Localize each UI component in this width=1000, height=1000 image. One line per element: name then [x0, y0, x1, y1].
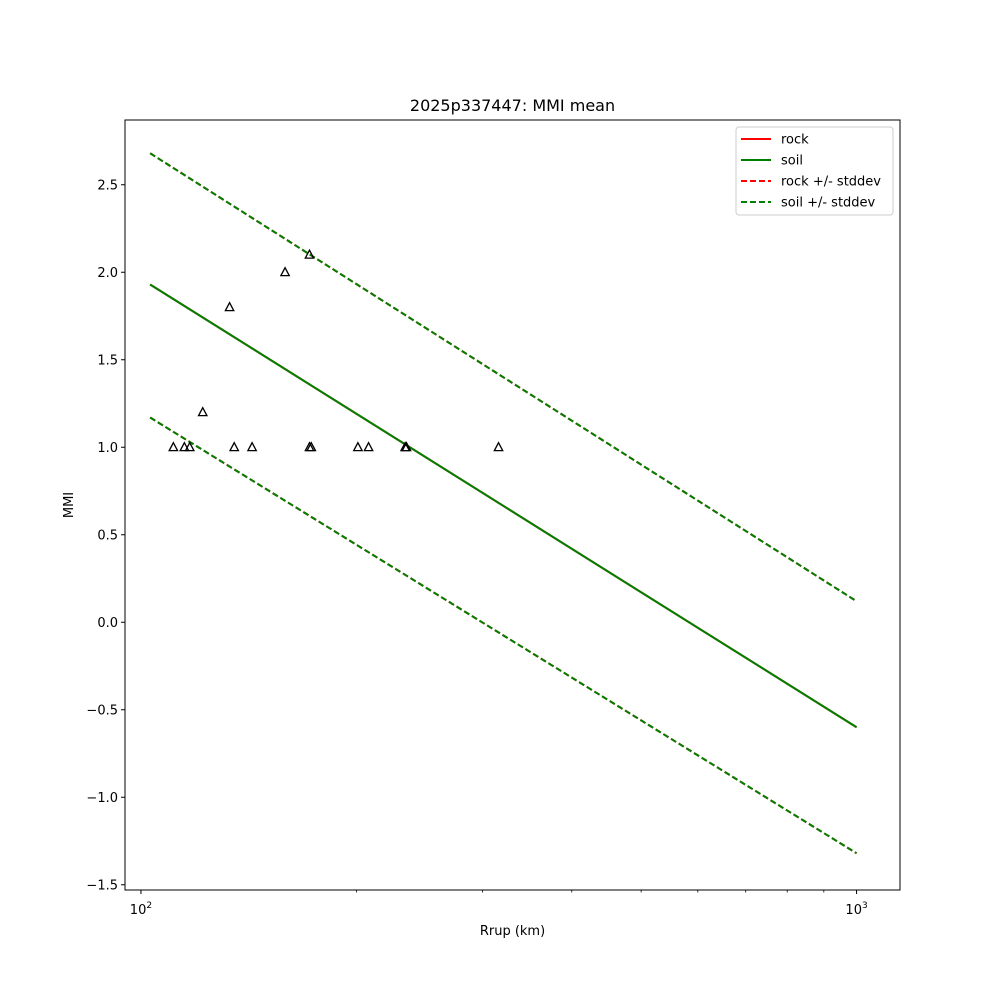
observation-triangle-marker — [197, 406, 209, 417]
observation-triangle-marker — [352, 441, 364, 452]
observation-triangle-marker — [168, 441, 179, 452]
observation-triangle-marker — [279, 266, 291, 277]
series-soil-stddev-lower-line — [149, 416, 858, 855]
observation-triangle-marker — [224, 301, 235, 312]
observation-triangle-marker — [246, 441, 258, 452]
observation-triangle-marker — [401, 441, 412, 452]
observation-triangle-marker — [228, 441, 240, 452]
y-tick-label: 0.5 — [97, 528, 118, 543]
observation-triangle-marker — [493, 441, 504, 452]
series-layer — [149, 152, 858, 855]
observation-triangle-marker — [184, 441, 196, 452]
legend-entries: rock soil rock +/- stddev soil +/- stddev — [741, 133, 881, 211]
plot-frame — [124, 119, 901, 891]
plot-area — [124, 119, 901, 891]
y-tick-label: 0.0 — [97, 616, 118, 631]
series-soil-stddev-upper-line — [149, 152, 858, 603]
observation-triangle-marker — [306, 441, 317, 452]
y-tick-label: −1.5 — [86, 878, 118, 893]
chart-title: 2025p337447: MMI mean — [410, 96, 615, 115]
observation-triangle-marker — [179, 441, 190, 452]
legend-label-rock-stddev: rock +/- stddev — [781, 175, 881, 190]
legend-label-soil-stddev: soil +/- stddev — [781, 196, 876, 211]
y-tick-label: 1.5 — [97, 353, 118, 368]
legend: rock soil rock +/- stddev soil +/- stddev — [735, 126, 894, 216]
observation-markers — [168, 248, 504, 452]
series-soil-line — [149, 283, 858, 729]
observation-triangle-marker — [363, 441, 374, 452]
y-axis-label: MMI — [62, 492, 77, 518]
legend-label-rock: rock — [781, 133, 809, 148]
observation-triangle-marker — [304, 248, 315, 259]
y-axis: −1.5 −1.0 −0.5 0.0 0.5 1.0 1.5 2.0 2.5 — [86, 178, 125, 893]
y-tick-label: 2.0 — [97, 266, 118, 281]
y-tick-label: −1.0 — [86, 791, 118, 806]
y-tick-label: 2.5 — [97, 178, 118, 193]
legend-label-soil: soil — [781, 154, 803, 169]
x-axis-label: Rrup (km) — [480, 924, 545, 939]
legend-frame — [735, 126, 894, 216]
y-tick-label: 1.0 — [97, 441, 118, 456]
y-tick-label: −0.5 — [86, 703, 118, 718]
